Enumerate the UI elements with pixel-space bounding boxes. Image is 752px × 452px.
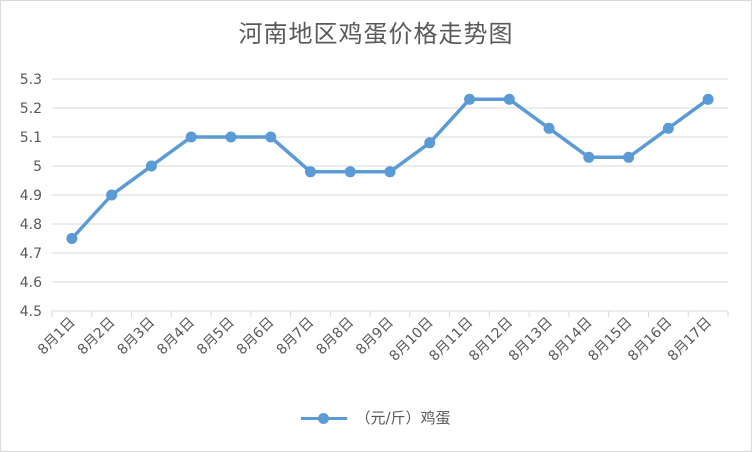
y-tick-label: 4.6 — [20, 275, 42, 291]
data-point — [384, 166, 396, 178]
x-tick-label: 8月4日 — [154, 315, 198, 359]
data-point — [66, 233, 78, 244]
data-point — [623, 151, 635, 163]
data-point — [225, 131, 237, 143]
y-tick-label: 5.2 — [20, 101, 42, 117]
data-point — [145, 160, 157, 172]
y-tick-label: 4.8 — [20, 217, 42, 233]
chart-title: 河南地区鸡蛋价格走势图 — [238, 20, 514, 48]
x-tick-label: 8月2日 — [75, 315, 119, 359]
x-tick-label: 8月17日 — [665, 315, 715, 365]
legend-label: （元/斤）鸡蛋 — [355, 409, 451, 427]
x-tick-label: 8月5日 — [194, 315, 238, 359]
data-point — [702, 93, 714, 105]
x-tick-label: 8月3日 — [115, 315, 159, 359]
legend-line-marker-icon — [301, 411, 348, 425]
data-point — [662, 122, 674, 134]
data-point — [464, 93, 476, 105]
y-tick-label: 4.9 — [20, 188, 42, 204]
y-tick-label: 4.7 — [20, 246, 42, 262]
x-tick-label: 8月1日 — [35, 315, 79, 359]
legend: （元/斤）鸡蛋 — [0, 407, 752, 428]
y-tick-label: 5 — [33, 159, 42, 175]
y-tick-label: 4.5 — [20, 304, 42, 320]
data-point — [344, 166, 356, 178]
x-tick-label: 8月6日 — [234, 315, 278, 359]
x-tick-label: 8月7日 — [274, 315, 318, 359]
y-tick-label: 5.1 — [20, 130, 42, 146]
x-tick-label: 8月8日 — [313, 315, 357, 359]
data-point — [583, 151, 595, 163]
y-tick-label: 5.3 — [20, 72, 42, 88]
data-point — [424, 137, 436, 149]
data-point — [543, 122, 555, 134]
data-point — [503, 93, 515, 105]
data-point — [185, 131, 197, 143]
data-point — [304, 166, 316, 178]
data-point — [106, 189, 118, 201]
data-point — [265, 131, 277, 143]
